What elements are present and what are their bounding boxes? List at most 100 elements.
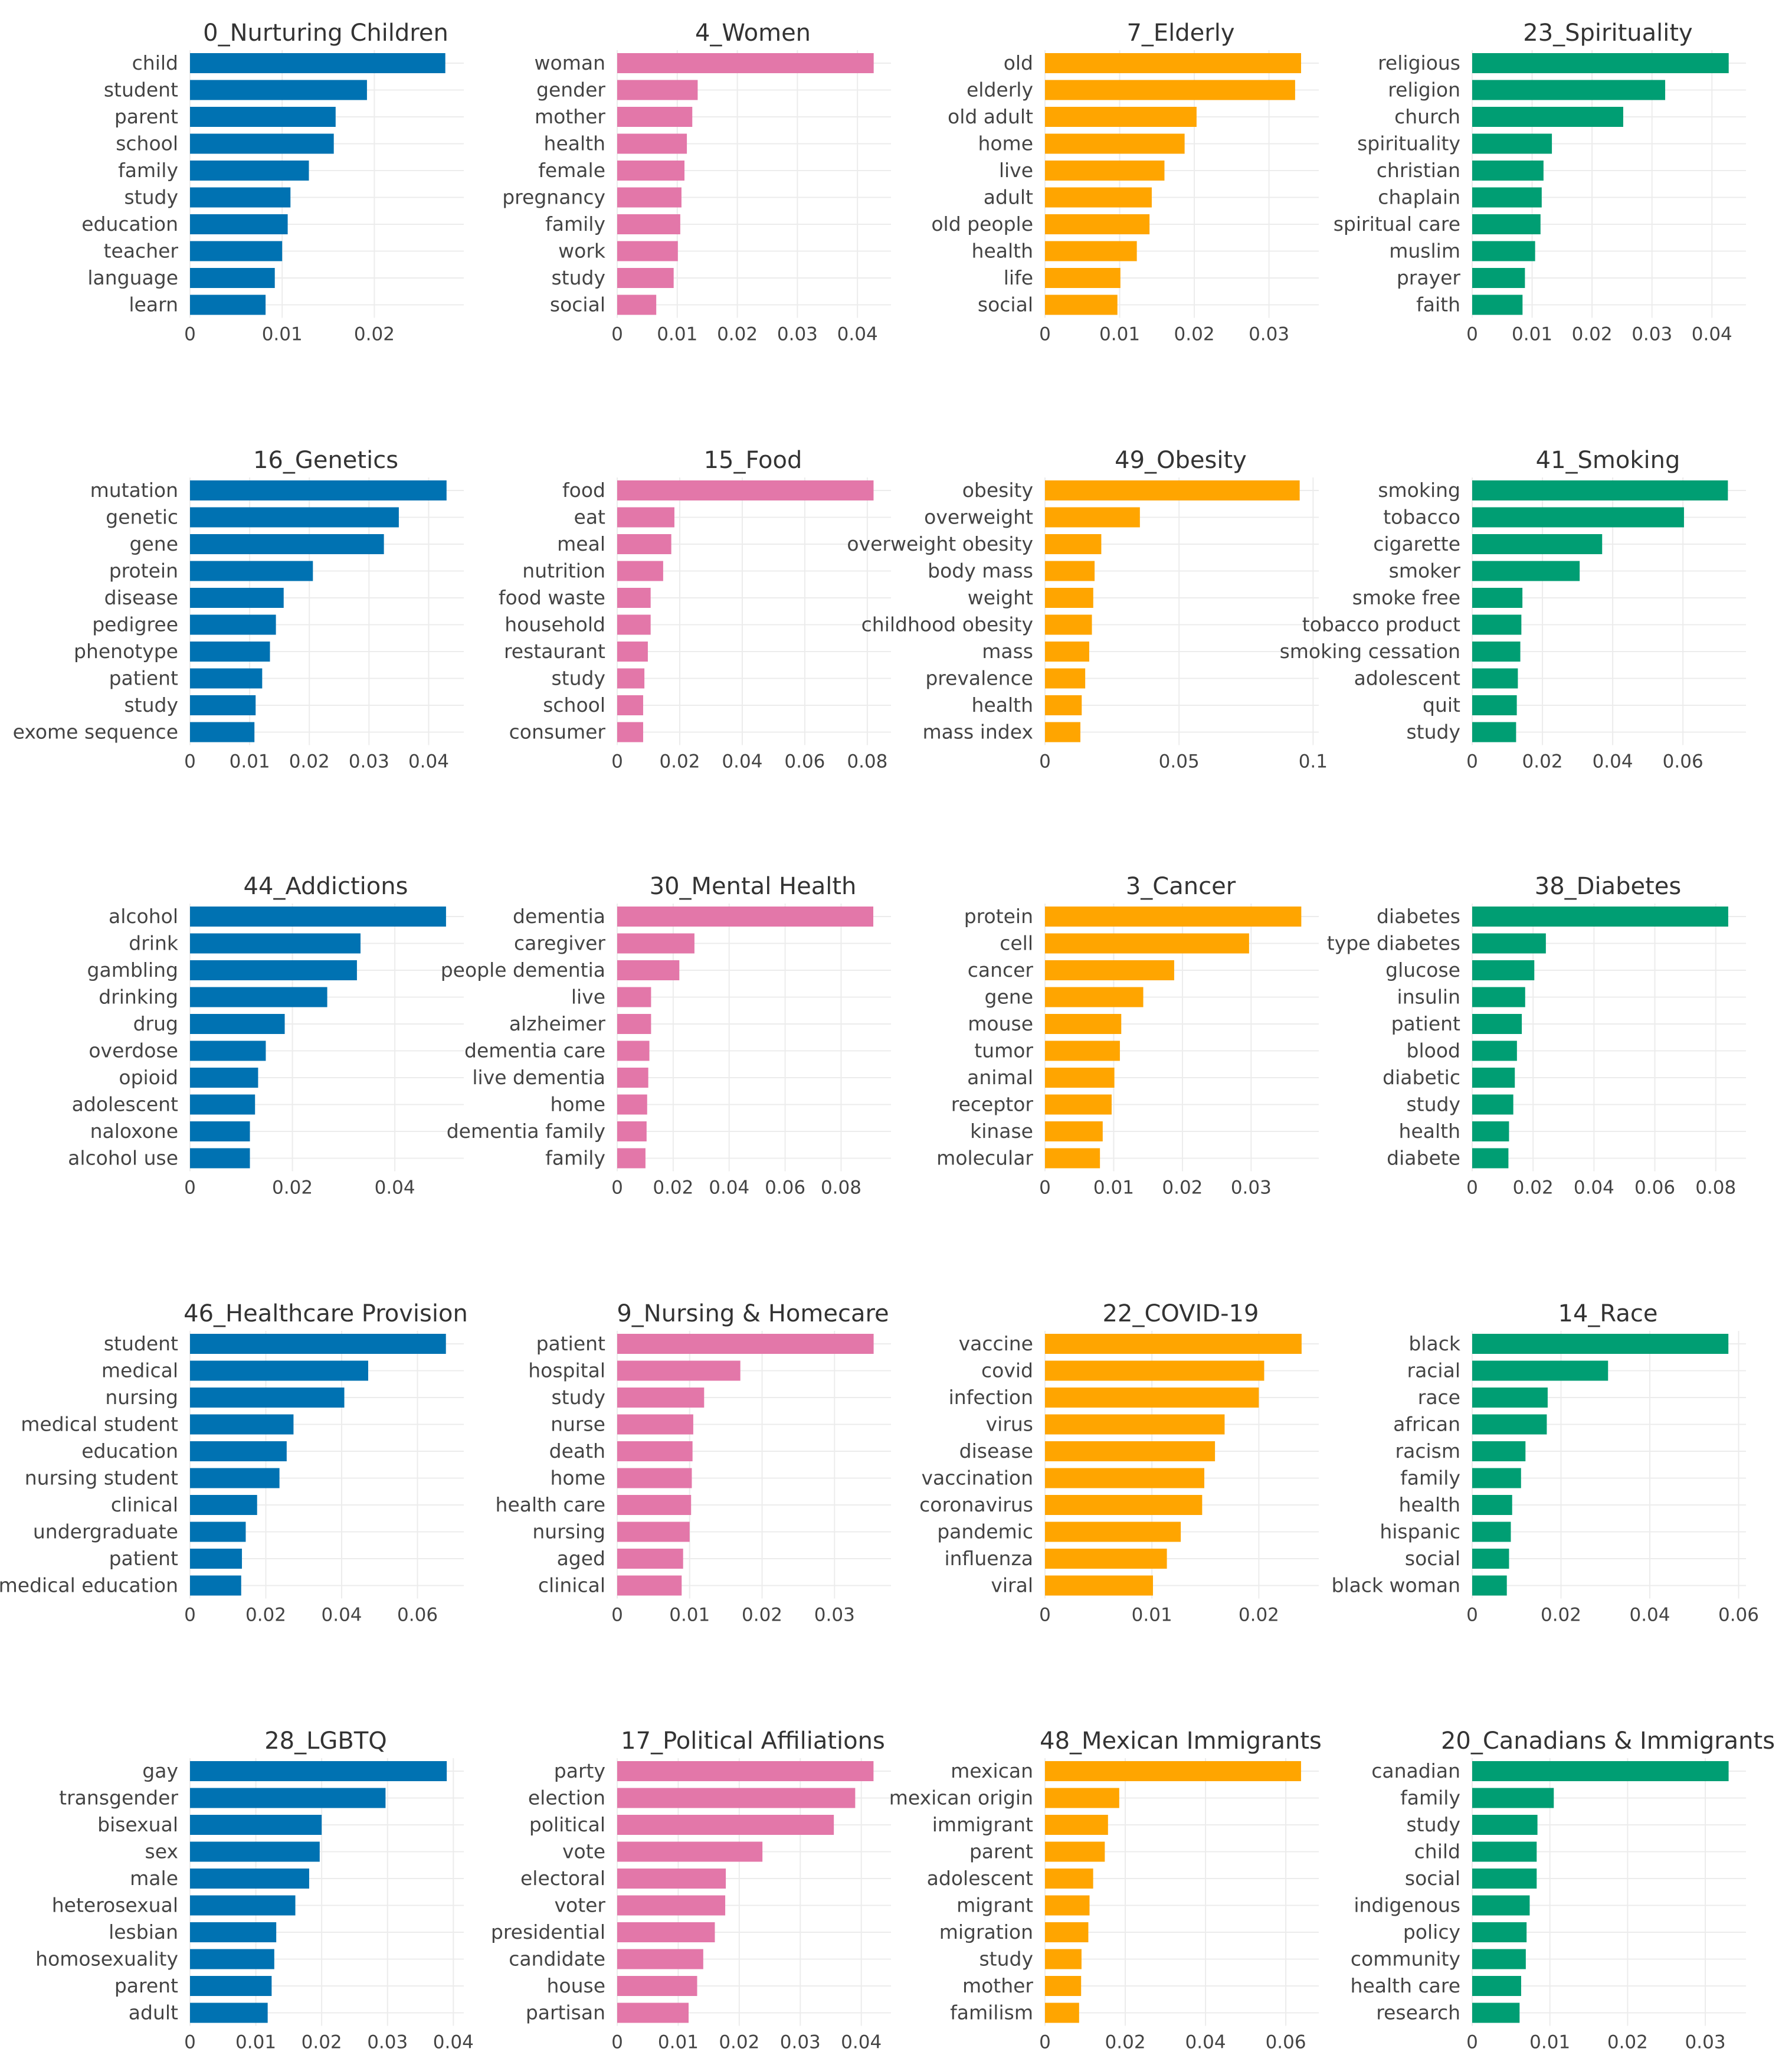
bar [190, 1040, 266, 1061]
x-tick-label: 0 [1466, 1605, 1478, 1626]
bar [1045, 1040, 1120, 1061]
category-label: partisan [526, 2001, 605, 2024]
category-label: family [1400, 1467, 1460, 1490]
x-tick-label: 0.1 [1299, 751, 1328, 773]
x-tick-label: 0.06 [765, 1177, 805, 1199]
bar [1472, 214, 1541, 234]
bar [1472, 1521, 1511, 1542]
bar [1472, 295, 1523, 315]
category-label: quit [1423, 693, 1460, 716]
category-label: mass index [922, 721, 1033, 744]
category-label: hispanic [1380, 1520, 1460, 1543]
x-tick-label: 0.06 [784, 751, 825, 773]
category-label: political [529, 1813, 605, 1836]
category-label: migration [939, 1920, 1033, 1943]
category-label: african [1393, 1413, 1460, 1436]
chart-title: 4_Women [695, 19, 811, 47]
category-label: mexican origin [889, 1786, 1033, 1809]
category-label: dementia care [464, 1039, 605, 1062]
category-label: prayer [1397, 266, 1461, 289]
category-label: pedigree [92, 613, 178, 636]
category-label: home [550, 1467, 605, 1490]
category-label: bisexual [97, 1813, 178, 1836]
bar [1045, 1841, 1105, 1862]
bar [617, 133, 687, 154]
category-label: dementia family [447, 1120, 605, 1143]
bar [617, 1068, 648, 1088]
bar [617, 1549, 683, 1569]
category-label: virus [986, 1413, 1033, 1436]
category-label: community [1351, 1948, 1460, 1971]
bar [617, 1788, 856, 1808]
bar [1472, 80, 1666, 100]
category-label: christian [1377, 159, 1460, 182]
bar [1045, 1094, 1112, 1115]
bar [617, 695, 643, 715]
bar [1045, 960, 1174, 980]
bar [1472, 1148, 1509, 1169]
bar [190, 2002, 268, 2023]
category-label: race [1418, 1386, 1460, 1409]
x-tick-label: 0.02 [717, 324, 758, 345]
category-label: live [999, 159, 1033, 182]
bar [1045, 268, 1121, 288]
category-label: protein [109, 559, 178, 583]
category-label: family [1400, 1786, 1460, 1809]
category-label: social [978, 293, 1033, 316]
bar [1045, 1788, 1119, 1808]
chart-panel: 0 0.01 0.02 0.03 0.04 16_Genetics mutation gene… [13, 447, 464, 773]
category-label: influenza [944, 1547, 1033, 1570]
bar [1472, 1575, 1507, 1596]
bar [190, 695, 256, 715]
bar [1472, 1334, 1729, 1354]
category-label: study [551, 266, 605, 289]
category-label: childhood obesity [861, 613, 1033, 636]
bar [190, 1148, 250, 1169]
category-label: health care [1351, 1974, 1460, 1997]
chart-panel: 0 0.02 0.04 0.06 0.08 38_Diabetes diabetes type… [1327, 873, 1746, 1199]
category-label: nursing student [25, 1467, 178, 1490]
category-label: undergraduate [33, 1520, 178, 1543]
bar [617, 1468, 692, 1488]
category-label: eat [574, 506, 606, 529]
x-tick-label: 0.04 [722, 751, 762, 773]
category-label: people dementia [441, 958, 605, 981]
category-label: old [1004, 51, 1033, 74]
bar [1472, 187, 1542, 208]
bar [1472, 1040, 1517, 1061]
category-label: covid [981, 1359, 1033, 1382]
bar [1472, 2002, 1520, 2023]
x-tick-label: 0.03 [1231, 1177, 1272, 1199]
x-tick-label: 0.02 [302, 2032, 342, 2053]
bar [1045, 668, 1086, 689]
category-label: study [1406, 1093, 1460, 1116]
bar [190, 1360, 368, 1381]
bar [1045, 614, 1092, 635]
x-tick-label: 0.06 [1634, 1177, 1675, 1199]
bar [617, 1575, 682, 1596]
bar [1045, 1334, 1302, 1354]
x-tick-label: 0 [1039, 324, 1051, 345]
bar [1472, 1976, 1521, 1996]
bar [617, 987, 651, 1007]
category-label: kinase [970, 1120, 1033, 1143]
bar [190, 507, 399, 528]
category-label: study [551, 667, 605, 690]
x-tick-label: 0.04 [1692, 324, 1732, 345]
category-label: education [81, 212, 178, 235]
bar [617, 561, 663, 581]
category-label: parent [969, 1840, 1033, 1863]
bar [617, 507, 674, 528]
x-tick-label: 0.03 [1685, 2032, 1726, 2053]
category-label: student [104, 1332, 178, 1355]
bar [1472, 1068, 1515, 1088]
chart-title: 48_Mexican Immigrants [1040, 1727, 1322, 1755]
category-label: vaccine [959, 1332, 1033, 1355]
bar [190, 933, 361, 954]
x-tick-label: 0.01 [1132, 1605, 1172, 1626]
bar [1045, 241, 1137, 261]
